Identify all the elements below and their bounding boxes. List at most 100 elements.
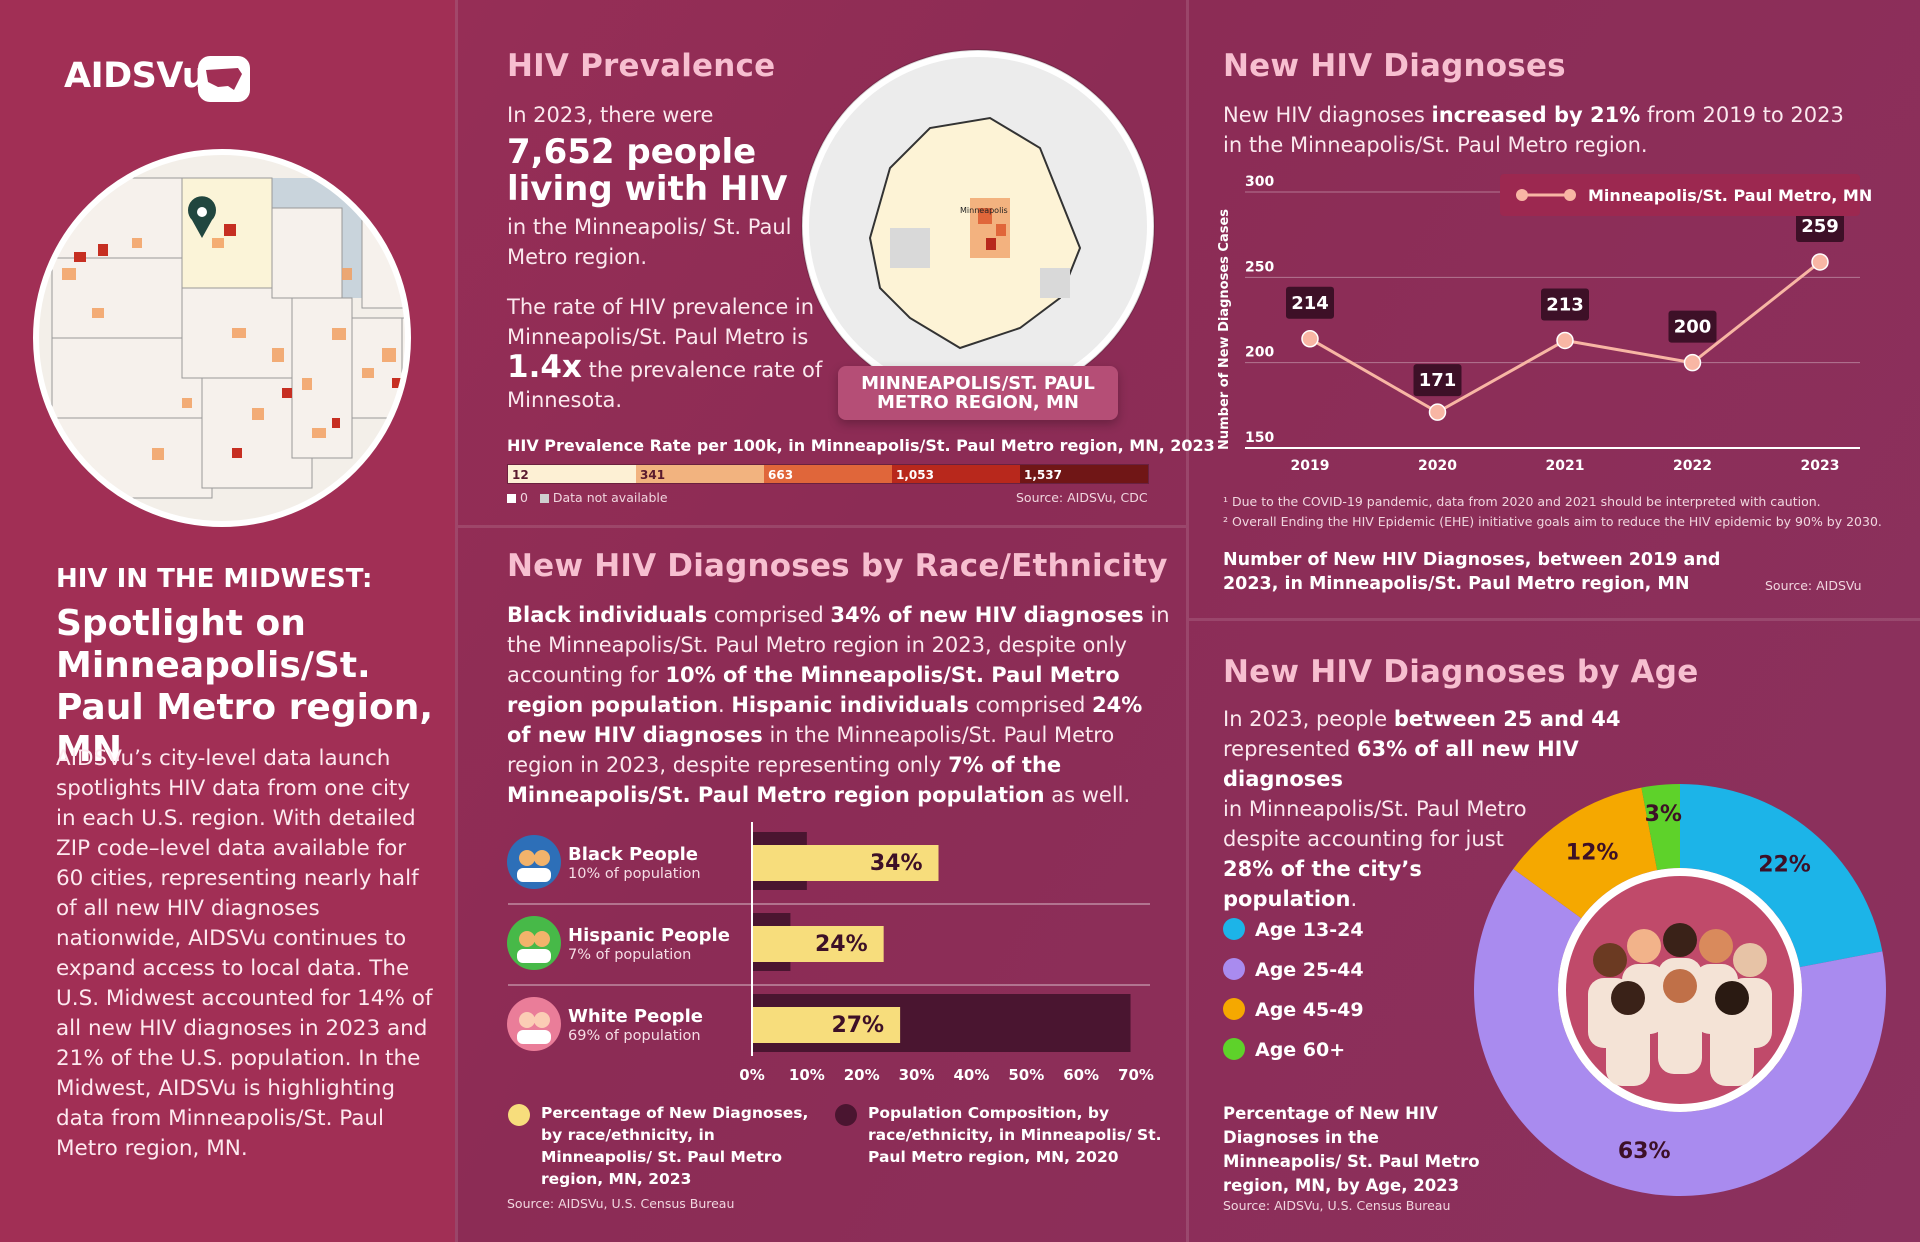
avatar-body xyxy=(517,868,551,882)
left-title: Spotlight on Minneapolis/St. Paul Metro … xyxy=(56,603,433,770)
prevalence-intro: In 2023, there were xyxy=(507,103,714,127)
race-t1: Black individuals xyxy=(507,603,708,627)
race-t9: 24% of new HIV diagnoses xyxy=(507,693,1143,747)
people-avatar-icon xyxy=(507,916,561,970)
diagnosis-value-label: 34% xyxy=(870,851,923,876)
new-diagnoses-title: New HIV Diagnoses xyxy=(1223,48,1566,84)
data-point xyxy=(1811,253,1829,271)
line-chart-caption: Number of New HIV Diagnoses, between 201… xyxy=(1223,550,1721,594)
dx-legend-swatch xyxy=(508,1104,530,1126)
data-point xyxy=(1301,330,1319,348)
race-title: New HIV Diagnoses by Race/Ethnicity xyxy=(507,548,1168,584)
nd-text-c: from 2019 to 2023 in the Minneapolis/St.… xyxy=(1223,103,1844,157)
race-t6: . xyxy=(717,693,732,717)
age-chart-caption: Percentage of New HIV Diagnoses in the M… xyxy=(1223,1104,1480,1195)
pop-legend-label: Population Composition, by race/ethnicit… xyxy=(868,1104,1162,1166)
age-legend-item: Age 25-44 xyxy=(1223,958,1364,981)
race-t2: comprised xyxy=(707,603,831,627)
data-label-box xyxy=(1668,310,1717,343)
age-a6: 28% of the city’s population xyxy=(1223,857,1422,911)
x-tick-label: 40% xyxy=(953,1066,989,1082)
age-a4: 63% of all new HIV diagnoses xyxy=(1223,737,1579,791)
legend-label: Minneapolis/St. Paul Metro, MN xyxy=(1588,186,1872,205)
person-head xyxy=(1715,981,1749,1015)
y-axis-label: Number of New Diagnoses Cases xyxy=(1217,209,1232,450)
avatar-face xyxy=(534,931,550,947)
prevalence-color-scale: 12 341 663 1,053 1,537 xyxy=(507,464,1149,484)
category-label: White People xyxy=(568,1006,703,1027)
age-legend-label: Age 25-44 xyxy=(1255,959,1364,981)
age-source: Source: AIDSVu, U.S. Census Bureau xyxy=(1223,1198,1451,1213)
slice-label: 3% xyxy=(1645,802,1682,827)
prevalence-source: Source: AIDSVu, CDC xyxy=(1016,490,1148,505)
race-text: Black individuals comprised 34% of new H… xyxy=(507,600,1173,810)
avatar-body xyxy=(517,949,551,963)
y-tick-label: 250 xyxy=(1245,259,1274,275)
na-swatch xyxy=(539,494,549,503)
age-a1: In 2023, people xyxy=(1223,707,1394,731)
prevalence-region: in the Minneapolis/ St. Paul Metro regio… xyxy=(507,215,792,269)
x-tick-label: 20% xyxy=(844,1066,880,1082)
race-t4: in the Minneapolis/St. Paul Metro region… xyxy=(507,603,1170,687)
person-head xyxy=(1627,929,1661,963)
data-point xyxy=(1683,353,1702,372)
x-tick-label: 2021 xyxy=(1546,458,1585,474)
people-avatar-icon xyxy=(507,835,561,889)
age-a2: between 25 and 44 xyxy=(1393,707,1621,731)
data-label: 259 xyxy=(1801,216,1839,237)
legend-dot xyxy=(1516,189,1528,201)
data-point xyxy=(1556,331,1574,350)
avatar-face xyxy=(534,850,550,866)
map-city-label: Minneapolis xyxy=(960,206,1008,215)
metro-region-badge: MINNEAPOLIS/ST. PAUL METRO REGION, MN xyxy=(838,366,1118,420)
age-title: New HIV Diagnoses by Age xyxy=(1223,654,1699,690)
x-tick-label: 70% xyxy=(1118,1066,1154,1082)
data-label-box xyxy=(1286,286,1334,319)
age-legend-label: Age 13-24 xyxy=(1255,919,1364,941)
age-legend-item: Age 45-49 xyxy=(1223,998,1364,1021)
person-body xyxy=(1710,1016,1754,1086)
pop-legend-swatch xyxy=(835,1104,857,1126)
nd-text-a: New HIV diagnoses xyxy=(1223,103,1425,127)
category-subtitle: 69% of population xyxy=(568,1028,701,1044)
person-body xyxy=(1658,1004,1702,1074)
race-source: Source: AIDSVu, U.S. Census Bureau xyxy=(507,1196,735,1211)
person-body xyxy=(1606,1016,1650,1086)
diagnosis-value-label: 27% xyxy=(831,1013,884,1038)
prevalence-scale-title: HIV Prevalence Rate per 100k, in Minneap… xyxy=(507,436,1215,455)
race-t11: 7% of the Minneapolis/St. Paul Metro reg… xyxy=(507,753,1062,807)
midwest-map xyxy=(33,149,411,527)
y-tick-label: 150 xyxy=(1245,430,1274,446)
diagnosis-bar xyxy=(752,845,939,881)
donut-slice xyxy=(1641,784,1680,871)
location-pin-icon xyxy=(188,196,216,238)
legend-box xyxy=(1500,174,1860,216)
prevalence-legend: 0 Data not available xyxy=(507,490,668,505)
legend-zero: 0 xyxy=(520,490,528,505)
prevalence-title: HIV Prevalence xyxy=(507,48,776,84)
legend-dot xyxy=(1223,1038,1245,1060)
new-diagnoses-text: New HIV diagnoses increased by 21% from … xyxy=(1223,100,1863,160)
prevalence-rate-lead: The rate of HIV prevalence in Minneapoli… xyxy=(507,295,815,349)
data-label: 171 xyxy=(1419,370,1457,391)
dx-legend-label: Percentage of New Diagnoses, by race/eth… xyxy=(541,1104,809,1188)
race-t12: as well. xyxy=(1044,783,1131,807)
person-head xyxy=(1733,943,1767,977)
person-head xyxy=(1663,923,1697,957)
age-legend-item: Age 60+ xyxy=(1223,1038,1345,1061)
us-map-icon xyxy=(198,56,250,102)
prevalence-rate-tail: the prevalence rate of Minnesota. xyxy=(507,358,823,412)
category-subtitle: 7% of population xyxy=(568,947,691,963)
scale-bin: 1,537 xyxy=(1020,465,1148,483)
category-label: Hispanic People xyxy=(568,925,730,946)
age-donut-chart: 22% 63% 12% 3% xyxy=(1474,784,1886,1196)
row-divider xyxy=(458,525,1186,528)
data-label-box xyxy=(1796,209,1844,242)
age-legend-label: Age 45-49 xyxy=(1255,999,1364,1021)
race-t3: 34% of new HIV diagnoses xyxy=(830,603,1144,627)
age-a7: . xyxy=(1350,887,1358,911)
diagnosis-bar xyxy=(752,926,884,962)
legend-dot xyxy=(1223,998,1245,1020)
age-legend-item: Age 13-24 xyxy=(1223,918,1364,941)
age-text: In 2023, people between 25 and 44 repres… xyxy=(1223,704,1703,914)
